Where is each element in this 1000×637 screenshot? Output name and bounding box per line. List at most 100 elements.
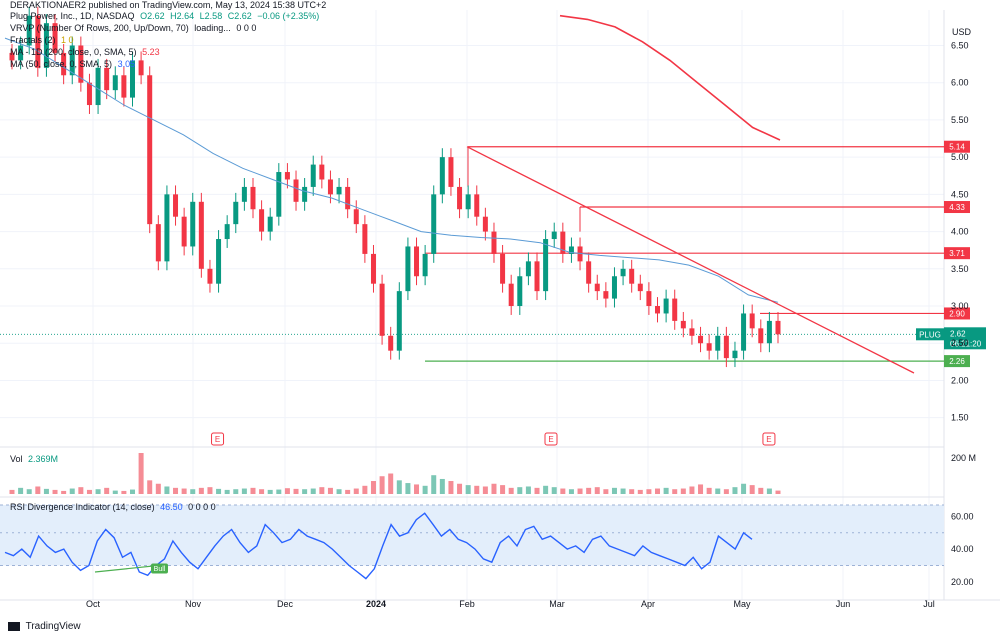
legend-change: −0.06 (+2.35%) — [257, 11, 320, 21]
volume-bar — [689, 486, 695, 494]
volume-bar — [405, 483, 411, 494]
candle-body — [35, 15, 41, 68]
legend-ma50[interactable]: MA (50, close, 0, SMA, 5) — [10, 59, 113, 69]
level-label: 4.33 — [949, 203, 965, 212]
candle-body — [629, 268, 635, 284]
candle-body — [715, 335, 721, 351]
candle-body — [465, 194, 471, 210]
volume-bar — [491, 483, 497, 494]
volume-bar — [284, 488, 290, 494]
ma50-line — [4, 37, 779, 303]
volume-bar — [104, 487, 110, 494]
price-tick-label: 5.50 — [951, 115, 969, 125]
volume-bar — [250, 487, 256, 494]
legend-ma200-row: MA - 1D (200, close, 0, SMA, 5) 5.23 — [10, 47, 160, 58]
volume-bar — [241, 488, 247, 494]
candle-body — [646, 291, 652, 307]
volume-tick-label: 200 M — [951, 453, 976, 463]
candle-body — [173, 194, 179, 217]
earnings-marker-label: E — [215, 435, 220, 444]
candle-body — [138, 60, 144, 76]
volume-bar — [181, 488, 187, 494]
candle-body — [749, 313, 755, 329]
legend-open: O2.62 — [140, 11, 165, 21]
candle-body — [448, 157, 454, 187]
legend-vrvp[interactable]: VRVP (Number Of Rows, 200, Up/Down, 70) — [10, 23, 189, 33]
volume-bar — [715, 488, 721, 494]
candle-body — [379, 283, 385, 336]
candle-body — [267, 216, 273, 232]
volume-bar — [293, 488, 299, 494]
candle-body — [276, 172, 282, 217]
time-tick-label: Dec — [277, 599, 294, 609]
candle-body — [241, 186, 247, 202]
candle-body — [259, 209, 265, 232]
rsi-line — [4, 512, 753, 580]
footer-brand[interactable]: TradingView — [8, 621, 81, 632]
legend-rsi-row: RSI Divergence Indicator (14, close) 46.… — [10, 502, 216, 513]
volume-bar — [69, 488, 75, 494]
volume-bar — [379, 476, 385, 494]
time-tick-label: 2024 — [366, 599, 386, 609]
volume-bar — [672, 489, 678, 494]
volume-bar — [482, 486, 488, 494]
volume-bar — [224, 489, 230, 494]
candle-body — [551, 231, 557, 240]
candle-body — [18, 45, 24, 61]
candle-body — [353, 209, 359, 225]
price-tick-label: 3.50 — [951, 264, 969, 274]
volume-bar — [560, 488, 566, 494]
legend-ma200[interactable]: MA - 1D (200, close, 0, SMA, 5) — [10, 47, 137, 57]
bull-label: Bull — [154, 566, 166, 573]
candle-body — [112, 75, 118, 91]
legend-vrvp-state: loading... — [194, 23, 231, 33]
legend-ma50-row: MA (50, close, 0, SMA, 5) 3.05 — [10, 59, 135, 70]
price-tick-label: 2.50 — [951, 338, 969, 348]
volume-bar — [302, 489, 308, 494]
volume-bar — [164, 486, 170, 494]
volume-bar — [655, 488, 661, 494]
candle-body — [52, 23, 58, 53]
time-tick-label: Oct — [86, 599, 101, 609]
legend-symbol[interactable]: Plug Power, Inc., 1D, NASDAQ — [10, 11, 135, 21]
candle-body — [104, 67, 110, 91]
volume-bar — [336, 489, 342, 494]
axis-labels: 6.50 6.00 5.50 5.00 4.50 4.00 3.50 3.00 2.50 2.00… — [86, 40, 976, 609]
candle-body — [611, 276, 617, 299]
candle-body — [698, 335, 704, 344]
volume-bar — [568, 489, 574, 494]
volume-bar — [388, 473, 394, 494]
volume-bar — [758, 487, 764, 494]
volume-bar — [155, 483, 161, 494]
candle-body — [543, 239, 549, 292]
legend-fractals[interactable]: Fractals (2) — [10, 35, 56, 45]
volume-bar — [310, 488, 316, 494]
candle-body — [500, 253, 506, 284]
legend-rsi-label[interactable]: RSI Divergence Indicator (14, close) — [10, 502, 155, 512]
volume-bar — [396, 480, 402, 494]
legend-ma200-value: 5.23 — [142, 47, 160, 57]
symbol-tag-bg — [916, 328, 944, 341]
level-label-bg — [944, 201, 970, 214]
volume-bar — [577, 488, 583, 494]
earnings-marker-bg — [762, 432, 776, 446]
candle-body — [370, 253, 376, 284]
candle-body — [147, 75, 153, 225]
candle-body — [336, 186, 342, 195]
currency-label[interactable]: USD — [952, 27, 972, 37]
volume-bar — [439, 478, 445, 494]
candle-body — [603, 291, 609, 299]
level-label-bg — [944, 355, 970, 368]
candle-body — [568, 246, 574, 254]
price-tick-label: 6.50 — [951, 40, 969, 50]
legend-low: L2.58 — [199, 11, 223, 21]
volume-bar — [52, 489, 58, 494]
candle-body — [758, 328, 764, 344]
candle-body — [732, 350, 738, 359]
volume-bar — [18, 487, 24, 494]
legend-volume-label[interactable]: Vol — [10, 454, 23, 464]
volume-bar — [121, 490, 127, 494]
volume-bar — [198, 487, 204, 494]
legend-vrvp-values: 0 0 0 — [236, 23, 257, 33]
